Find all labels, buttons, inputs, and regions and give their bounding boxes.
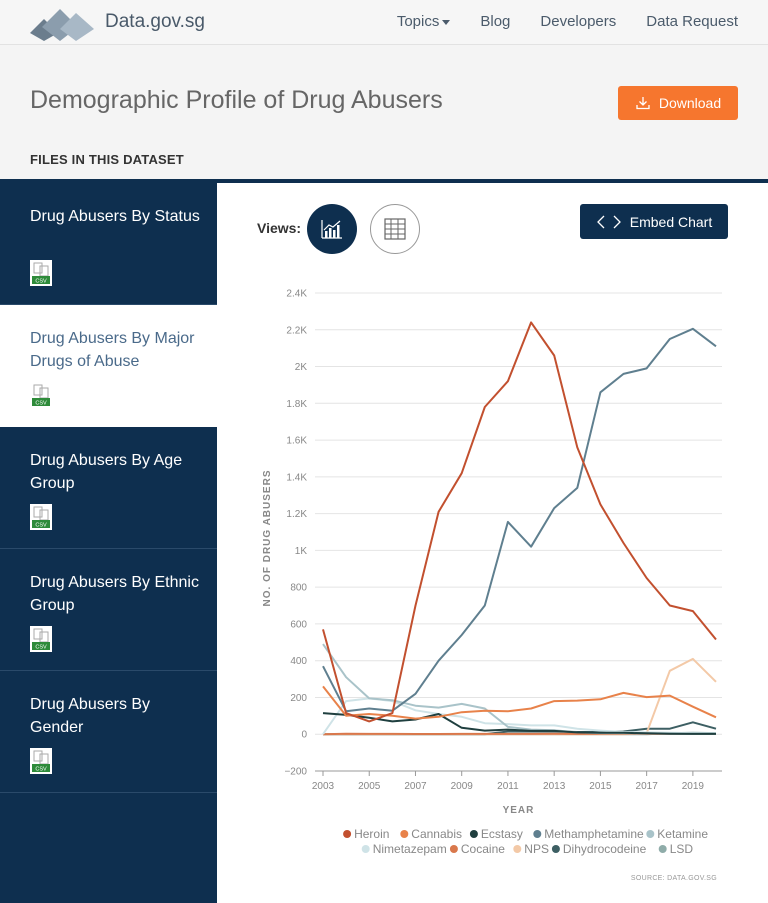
sidebar-item-gender[interactable]: Drug Abusers By Gender CSV [0, 671, 217, 793]
x-tick-label: 2007 [404, 781, 427, 792]
files-sidebar: Drug Abusers By Status CSV Drug Abusers … [0, 183, 217, 903]
y-tick-label: 600 [290, 619, 307, 630]
legend-label: Dihydrocodeine [563, 842, 647, 856]
legend-label: Ecstasy [481, 827, 523, 841]
legend-label: NPS [524, 842, 549, 856]
table-view-button[interactable] [370, 204, 420, 254]
series-line-ecstasy [322, 712, 716, 735]
line-chart-icon [321, 220, 342, 239]
nav-developers[interactable]: Developers [540, 13, 617, 30]
sidebar-item-ethnic-group[interactable]: Drug Abusers By Ethnic Group CSV [0, 549, 217, 671]
csv-file-icon: CSV [30, 504, 52, 530]
legend-marker [449, 845, 458, 853]
files-section-title: FILES IN THIS DATASET [30, 152, 184, 167]
legend-marker [646, 830, 655, 838]
csv-file-icon: CSV [30, 260, 52, 286]
x-tick-label: 2017 [636, 781, 659, 792]
x-tick-label: 2019 [682, 781, 705, 792]
y-tick-label: 2.4K [286, 289, 307, 300]
views-label: Views: [257, 220, 302, 236]
csv-badge-label: CSV [35, 767, 47, 773]
chart-panel: Views: Embed Chart −200 0 200 400 600 800 1K 1.… [217, 183, 768, 903]
legend-marker [533, 830, 542, 838]
sidebar-item-age-group[interactable]: Drug Abusers By Age Group CSV [0, 427, 217, 549]
y-tick-label: 1.2K [286, 509, 307, 520]
x-axis-title: YEAR [503, 805, 535, 816]
y-tick-label: 2K [295, 362, 308, 373]
legend-label: Cannabis [411, 827, 462, 841]
top-navbar: Data.gov.sg Topics Blog Developers Data … [0, 0, 768, 45]
drug-abusers-line-chart: −200 0 200 400 600 800 1K 1.2K 1.4K 1.6K 1.8K 2K 2.2… [262, 289, 722, 882]
series-line-methamphetamine [322, 327, 717, 713]
legend-marker [551, 845, 560, 853]
main-nav: Topics Blog Developers Data Request [397, 13, 738, 30]
legend-label: LSD [670, 842, 694, 856]
chart-view-button[interactable] [307, 204, 357, 254]
embed-chart-button[interactable]: Embed Chart [580, 204, 728, 239]
y-tick-label: 1K [295, 546, 308, 557]
y-tick-label: 2.2K [286, 325, 307, 336]
y-tick-label: 400 [290, 656, 307, 667]
embed-chart-label: Embed Chart [629, 213, 713, 230]
legend-marker [513, 845, 522, 853]
x-tick-label: 2015 [589, 781, 612, 792]
csv-badge-label: CSV [35, 645, 47, 651]
legend-label: Ketamine [657, 827, 708, 841]
legend-label: Heroin [354, 827, 389, 841]
nav-topics-label: Topics [396, 13, 440, 30]
nav-blog[interactable]: Blog [480, 13, 511, 30]
csv-badge-label: CSV [35, 279, 47, 285]
y-tick-label: 1.6K [286, 436, 307, 447]
table-icon [384, 218, 406, 240]
sidebar-item-label: Drug Abusers By Ethnic Group [30, 574, 199, 614]
x-tick-label: 2009 [451, 781, 474, 792]
y-tick-label: 200 [290, 693, 307, 704]
site-name[interactable]: Data.gov.sg [105, 11, 205, 32]
legend-label: Cocaine [461, 842, 505, 856]
legend-marker [469, 830, 478, 838]
sidebar-item-label: Drug Abusers By Status [30, 208, 200, 225]
sidebar-item-major-drugs[interactable]: Drug Abusers By Major Drugs of Abuse CSV [0, 305, 217, 427]
section-divider [0, 179, 768, 183]
sidebar-item-label: Drug Abusers By Age Group [30, 452, 183, 492]
download-icon [636, 97, 650, 110]
y-tick-label: −200 [284, 767, 307, 778]
sidebar-item-label: Drug Abusers By Gender [30, 696, 151, 736]
nav-topics[interactable]: Topics [397, 13, 451, 30]
csv-badge-label: CSV [35, 523, 47, 529]
page-title: Demographic Profile of Drug Abusers [30, 86, 443, 114]
nav-data-request[interactable]: Data Request [646, 13, 738, 30]
site-logo-icon[interactable] [30, 5, 94, 41]
x-tick-label: 2013 [543, 781, 566, 792]
csv-badge-label: CSV [35, 401, 47, 407]
download-label: Download [658, 95, 722, 111]
sidebar-item-status[interactable]: Drug Abusers By Status CSV [0, 183, 217, 305]
legend-marker [400, 830, 409, 838]
legend-marker [343, 830, 352, 838]
y-axis-title: NO. OF DRUG ABUSERS [262, 470, 273, 607]
legend-label: Methamphetamine [544, 827, 644, 841]
download-button[interactable]: Download [618, 86, 738, 120]
caret-down-icon [442, 19, 451, 25]
chart-source: SOURCE: DATA.GOV.SG [631, 875, 717, 882]
y-tick-label: 800 [290, 583, 307, 594]
code-brackets-icon [596, 215, 621, 228]
csv-file-icon: CSV [30, 382, 52, 408]
y-tick-label: 1.4K [286, 472, 307, 483]
csv-file-icon: CSV [30, 626, 52, 652]
legend-marker [361, 845, 370, 853]
sidebar-item-label: Drug Abusers By Major Drugs of Abuse [30, 330, 195, 370]
y-tick-label: 0 [301, 730, 307, 741]
x-tick-label: 2011 [497, 781, 519, 792]
y-tick-label: 1.8K [286, 399, 307, 410]
legend-marker [658, 845, 667, 853]
x-tick-label: 2005 [358, 781, 381, 792]
legend-label: Nimetazepam [373, 842, 447, 856]
csv-file-icon: CSV [30, 748, 52, 774]
x-tick-label: 2003 [312, 781, 335, 792]
series-line-heroin [322, 321, 717, 723]
